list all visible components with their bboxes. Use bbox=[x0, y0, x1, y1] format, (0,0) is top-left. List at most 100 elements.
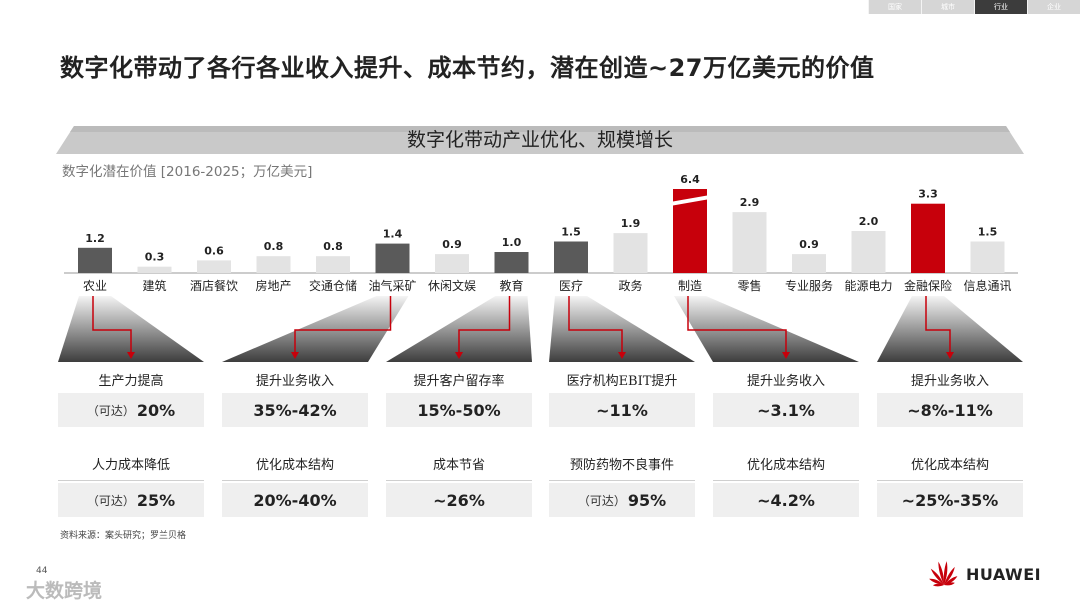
callout-funnel bbox=[674, 296, 859, 362]
callout-funnel bbox=[549, 296, 695, 362]
bar-11 bbox=[732, 212, 767, 273]
page-number: 44 bbox=[36, 566, 48, 576]
callout-connector bbox=[458, 296, 511, 353]
category-label-2: 酒店餐饮 bbox=[190, 278, 238, 293]
bar-15 bbox=[970, 241, 1005, 273]
value-prefix: （可达） bbox=[577, 493, 626, 508]
value-text: ~8%-11% bbox=[907, 400, 993, 420]
divider bbox=[58, 480, 204, 481]
divider bbox=[222, 480, 368, 481]
callout-arrowhead bbox=[127, 352, 135, 359]
axis-break-mark bbox=[670, 195, 710, 206]
category-label-13: 能源电力 bbox=[844, 279, 892, 293]
value-prefix: （可达） bbox=[86, 403, 135, 418]
callout-arrowhead bbox=[291, 352, 299, 359]
section-tabs: 国家 城市 行业 企业 bbox=[868, 0, 1080, 14]
value-text: ~3.1% bbox=[757, 400, 815, 420]
chart-title: 数字化潜在价值 [2016-2025；万亿美元] bbox=[62, 164, 313, 180]
bar-7 bbox=[494, 252, 529, 273]
callout-metric-value: 15%-50% bbox=[386, 393, 532, 427]
bar-2 bbox=[197, 260, 231, 273]
value-text: 15%-50% bbox=[417, 400, 501, 420]
category-label-7: 教育 bbox=[499, 278, 523, 293]
callout-metric-value: （可达） 25% bbox=[58, 483, 204, 517]
divider bbox=[877, 480, 1023, 481]
value-label-11: 2.9 bbox=[740, 196, 760, 209]
callout-box: 生产力提高 （可达） 20% 人力成本降低 （可达） 25% bbox=[58, 362, 204, 520]
category-label-10: 制造 bbox=[678, 279, 702, 293]
value-label-10: 6.4 bbox=[680, 173, 700, 186]
callout-metric-value: （可达） 95% bbox=[549, 483, 695, 517]
bar-13 bbox=[851, 231, 886, 273]
divider bbox=[713, 480, 859, 481]
bar-4 bbox=[316, 256, 350, 273]
value-label-9: 1.9 bbox=[621, 217, 641, 230]
callout-funnel bbox=[58, 296, 204, 362]
huawei-logo-icon bbox=[929, 561, 958, 587]
value-text: ~25%-35% bbox=[901, 490, 999, 510]
huawei-logo-text: HUAWEI bbox=[966, 565, 1042, 584]
callout-metric-value: ~4.2% bbox=[713, 483, 859, 517]
callout-metric-value: 35%-42% bbox=[222, 393, 368, 427]
callout-connector bbox=[294, 296, 392, 353]
value-label-4: 0.8 bbox=[323, 240, 343, 253]
bar-3 bbox=[256, 256, 291, 273]
category-label-3: 房地产 bbox=[255, 278, 291, 293]
category-label-6: 休闲文娱 bbox=[428, 278, 476, 293]
callout-metric-value: ~25%-35% bbox=[877, 483, 1023, 517]
category-label-1: 建筑 bbox=[142, 278, 166, 293]
category-label-8: 医疗 bbox=[559, 279, 583, 293]
bar-1 bbox=[137, 266, 172, 273]
watermark: 大数跨境 bbox=[26, 580, 103, 602]
value-label-6: 0.9 bbox=[442, 238, 462, 251]
callout-metric-value: 20%-40% bbox=[222, 483, 368, 517]
callout-arrowhead bbox=[782, 352, 790, 359]
callout-metric-label: 提升业务收入 bbox=[910, 373, 989, 389]
callout-funnels bbox=[58, 296, 1023, 362]
bar-14 bbox=[911, 203, 945, 273]
callout-metric-label: 优化成本结构 bbox=[910, 457, 989, 473]
bar-0 bbox=[78, 247, 112, 273]
callout-connector bbox=[687, 296, 787, 353]
callout-funnel bbox=[222, 296, 409, 362]
callout-funnel bbox=[386, 296, 532, 362]
category-label-11: 零售 bbox=[737, 278, 761, 293]
value-text: 20% bbox=[136, 400, 176, 420]
divider bbox=[549, 480, 695, 481]
bar-8 bbox=[554, 241, 588, 273]
callout-connector bbox=[925, 296, 951, 353]
value-label-0: 1.2 bbox=[85, 232, 105, 245]
value-label-5: 1.4 bbox=[383, 228, 403, 241]
category-label-14: 金融保险 bbox=[904, 278, 952, 293]
callout-box: 提升客户留存率 15%-50% 成本节省 ~26% bbox=[386, 362, 532, 520]
banner-background bbox=[56, 126, 1024, 154]
tab-country[interactable]: 国家 bbox=[868, 0, 921, 14]
value-text: ~11% bbox=[596, 400, 648, 420]
callout-arrowhead bbox=[455, 352, 463, 359]
callout-metric-label: 优化成本结构 bbox=[746, 457, 825, 473]
tab-enterprise[interactable]: 企业 bbox=[1027, 0, 1080, 14]
value-label-15: 1.5 bbox=[978, 226, 998, 239]
banner-title: 数字化带动产业优化、规模增长 bbox=[406, 129, 673, 151]
value-text: 95% bbox=[627, 490, 667, 510]
banner-top-shade bbox=[70, 126, 1010, 132]
callout-metric-label: 医疗机构EBIT提升 bbox=[566, 373, 678, 389]
value-text: 25% bbox=[136, 490, 176, 510]
callout-box: 提升业务收入 ~8%-11% 优化成本结构 ~25%-35% bbox=[877, 362, 1023, 520]
callout-metric-label: 提升业务收入 bbox=[746, 373, 825, 389]
page-title: 数字化带动了各行各业收入提升、成本节约，潜在创造~27万亿美元的价值 bbox=[60, 54, 875, 82]
tab-city[interactable]: 城市 bbox=[921, 0, 974, 14]
tab-industry[interactable]: 行业 bbox=[974, 0, 1027, 14]
bars: 1.2 农业 0.3 建筑 0.6 酒店餐饮 0.8 房地产 0.8 交通仓储 1.4 油气采矿 0.9… bbox=[78, 173, 1012, 293]
callout-metric-label: 提升业务收入 bbox=[255, 373, 334, 389]
callout-arrowhead bbox=[946, 352, 954, 359]
callout-connector bbox=[568, 296, 623, 353]
bar-6 bbox=[435, 254, 469, 273]
value-label-2: 0.6 bbox=[204, 244, 224, 257]
callout-metric-label: 提升客户留存率 bbox=[413, 373, 505, 389]
callout-metric-label: 人力成本降低 bbox=[91, 457, 170, 473]
category-label-12: 专业服务 bbox=[785, 278, 833, 293]
bar-12 bbox=[792, 254, 826, 273]
callout-metric-value: ~8%-11% bbox=[877, 393, 1023, 427]
